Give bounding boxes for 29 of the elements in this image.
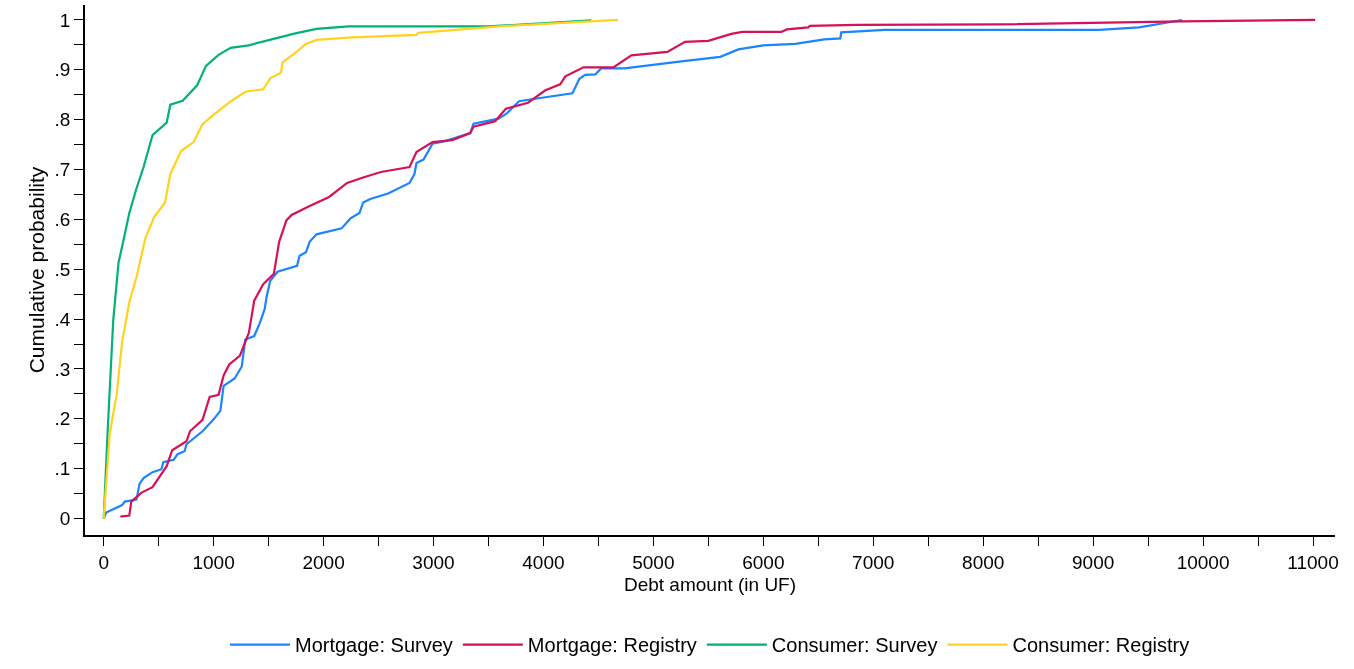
x-tick-label: 3000 xyxy=(412,551,455,573)
x-tick-label: 4000 xyxy=(522,551,565,573)
x-tick-label: 11000 xyxy=(1287,551,1339,573)
y-tick-label: .5 xyxy=(54,258,71,280)
legend-label: Mortgage: Survey xyxy=(295,634,453,657)
y-tick-label: .3 xyxy=(54,358,71,380)
y-tick-label: 1 xyxy=(59,9,71,31)
x-tick-label: 0 xyxy=(98,551,109,573)
y-tick-label: .2 xyxy=(54,408,71,430)
y-tick-label: .9 xyxy=(54,59,71,81)
x-tick-label: 8000 xyxy=(962,551,1005,573)
x-tick-label: 7000 xyxy=(852,551,895,573)
x-tick-label: 5000 xyxy=(632,551,675,573)
y-tick-label: .4 xyxy=(54,308,71,330)
y-tick-label: 0 xyxy=(59,508,71,530)
legend-label: Consumer: Survey xyxy=(771,634,938,657)
legend-label: Consumer: Registry xyxy=(1012,634,1190,657)
x-tick-label: 10000 xyxy=(1176,551,1230,573)
x-tick-label: 9000 xyxy=(1072,551,1115,573)
x-tick-label: 2000 xyxy=(302,551,345,573)
y-tick-label: .1 xyxy=(54,458,71,480)
legend-label: Mortgage: Registry xyxy=(527,634,697,657)
y-tick-label: .6 xyxy=(54,209,71,231)
x-axis-title: Debt amount (in UF) xyxy=(623,573,797,595)
x-tick-label: 1000 xyxy=(192,551,235,573)
y-axis-title: Cumulative probability xyxy=(25,166,49,374)
y-tick-label: .8 xyxy=(54,109,71,131)
y-tick-label: .7 xyxy=(54,159,71,181)
x-tick-label: 6000 xyxy=(742,551,785,573)
